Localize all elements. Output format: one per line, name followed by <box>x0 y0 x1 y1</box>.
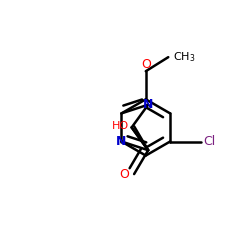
Text: O: O <box>119 168 129 180</box>
Text: N: N <box>116 135 126 148</box>
Text: Cl: Cl <box>204 135 216 148</box>
Text: HO: HO <box>112 121 129 131</box>
Text: O: O <box>141 58 151 71</box>
Text: N: N <box>143 98 153 111</box>
Text: CH$_3$: CH$_3$ <box>173 50 196 64</box>
